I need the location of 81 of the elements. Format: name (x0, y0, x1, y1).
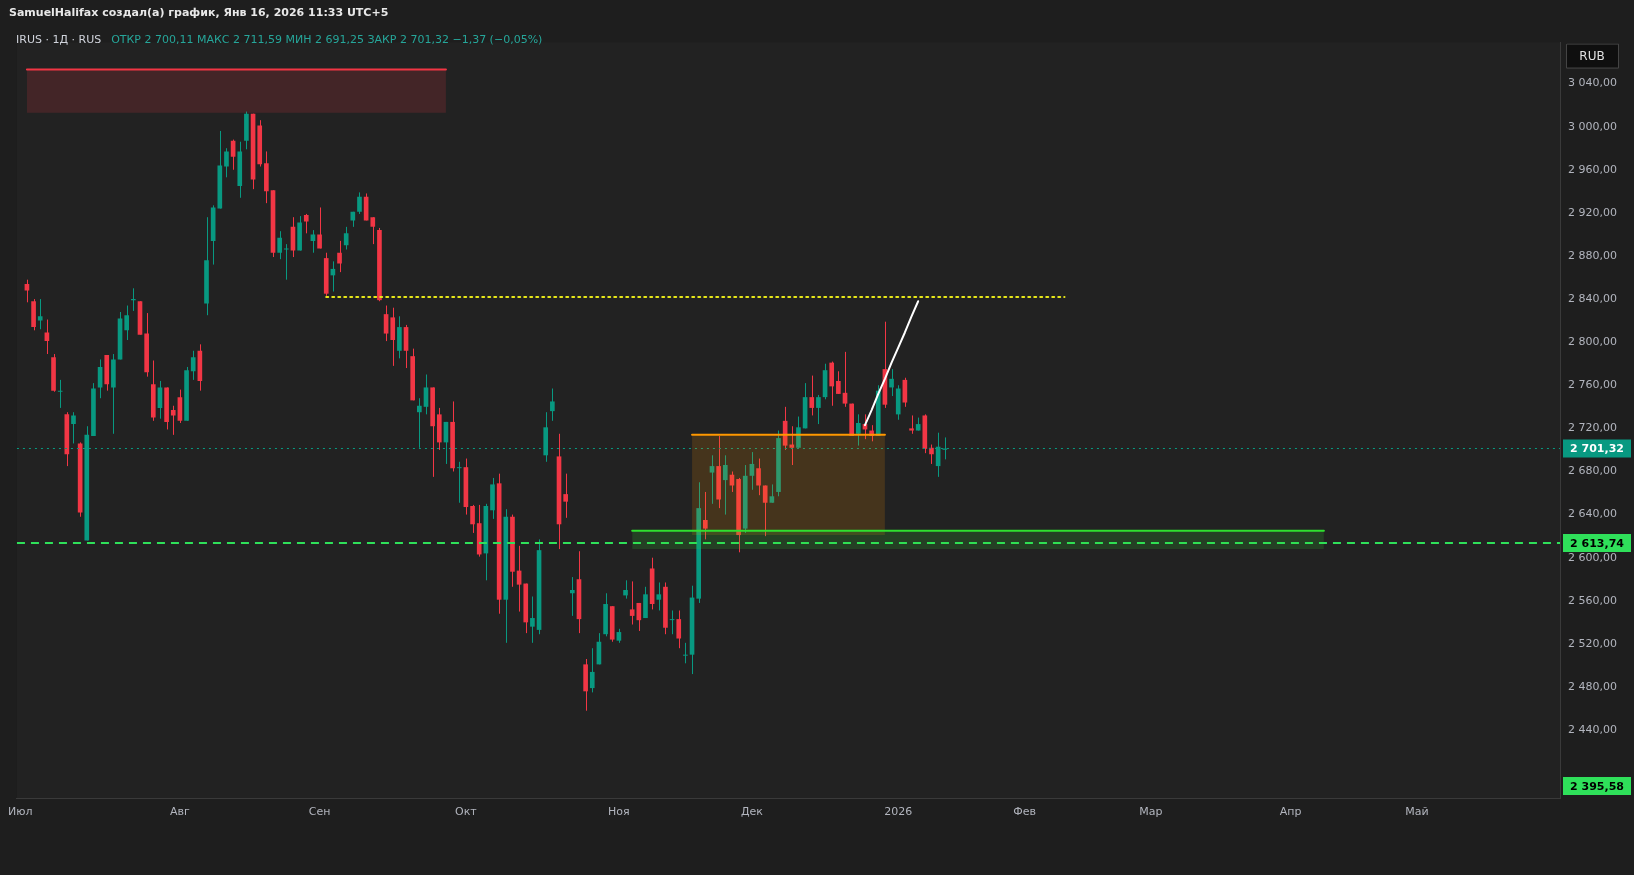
x-tick-label: Сен (308, 805, 331, 819)
x-tick-label: Окт (455, 805, 478, 819)
candlestick (809, 375, 815, 416)
chart-subtitle: SamuelHalifax создал(а) график, Янв 16, 2026 11:33 UTC+5 (9, 6, 389, 19)
candlestick (71, 411, 76, 444)
y-tick-label: 2 520,00 (1568, 636, 1617, 650)
y-tick-label: 3 040,00 (1568, 76, 1617, 90)
candlestick (703, 491, 708, 540)
candlestick (37, 298, 43, 330)
candlestick (337, 240, 342, 273)
candlestick (563, 473, 568, 519)
candlestick (550, 388, 555, 422)
y-tick-label: 3 000,00 (1568, 119, 1617, 133)
y-tick-label: 2 600,00 (1568, 550, 1617, 564)
candlestick (683, 642, 688, 664)
candlestick (709, 454, 715, 505)
candlestick (656, 581, 662, 611)
candlestick (390, 307, 396, 367)
y-tick-label: 2 680,00 (1568, 464, 1617, 478)
x-tick-label: Апр (1279, 805, 1302, 819)
x-tick-label: Дек (740, 805, 764, 819)
candlestick (929, 444, 934, 465)
candlestick (303, 213, 309, 234)
y-tick-label: 2 640,00 (1568, 507, 1617, 521)
annotation: ОТКР 2 700,11 МАКС 2 711,59 МИН 2 691,25 ЗАКР 2 701,32 −1,37 (−0,05%) (111, 33, 543, 46)
candlestick (317, 206, 322, 249)
candlestick (816, 394, 821, 425)
x-tick-label: 2026 (884, 805, 913, 819)
y-tick-label: 2 840,00 (1568, 291, 1617, 305)
x-tick-label: Июл (8, 805, 33, 819)
candlestick (589, 647, 595, 693)
y-tick-label: 2 560,00 (1568, 593, 1617, 607)
candlestick (170, 405, 176, 436)
candlestick (343, 226, 349, 250)
candlestick (44, 319, 50, 355)
x-tick-label: Фев (1013, 805, 1036, 819)
candlestick (277, 230, 282, 260)
candlestick (131, 287, 136, 312)
candlestick (530, 595, 535, 644)
candlestick (756, 458, 761, 496)
candlestick (789, 425, 795, 466)
candlestick (224, 147, 229, 178)
y-tick-label: 2 800,00 (1568, 335, 1617, 349)
y-tick-label: 2 760,00 (1568, 378, 1617, 392)
y-tick-label: 2 960,00 (1568, 162, 1617, 176)
candlestick (370, 216, 376, 245)
candlestick (470, 504, 475, 534)
y-tick-label: 2 480,00 (1568, 679, 1617, 693)
candlestick (57, 379, 63, 409)
candlestick (190, 350, 196, 381)
chart-title: IRUS · 1Д · RUS (16, 33, 102, 46)
candlestick (909, 414, 914, 435)
candlestick (124, 305, 130, 341)
ref-line-label: 2 701,32 (1570, 442, 1624, 456)
text: 2 395,58 (1570, 779, 1624, 793)
candlestick (676, 610, 682, 649)
candlestick (569, 576, 575, 617)
candlestick (762, 485, 768, 537)
x-tick-label: Май (1405, 805, 1429, 819)
x-tick-label: Ноя (608, 805, 630, 819)
y-tick-label: 2 880,00 (1568, 248, 1617, 262)
candlestick (836, 370, 841, 395)
y-tick-label: 2 440,00 (1568, 722, 1617, 736)
candlestick (889, 368, 894, 397)
candlestick (310, 229, 316, 254)
candlestick (283, 243, 289, 281)
ref-line-label: 2 613,74 (1570, 536, 1625, 550)
candlestick (357, 191, 362, 215)
candlestick (397, 315, 402, 359)
candlestick (456, 461, 462, 504)
y-tick-label: 2 920,00 (1568, 205, 1617, 219)
candlestick (722, 454, 728, 516)
x-tick-label: Авг (170, 805, 191, 819)
candlestick (643, 586, 648, 619)
y-tick-label: 2 720,00 (1568, 421, 1617, 435)
candlestick (829, 361, 835, 407)
candlestick (855, 413, 861, 447)
candlestick (769, 483, 775, 504)
candlestick (623, 579, 628, 600)
y-axis-title: RUB (1579, 48, 1605, 63)
x-tick-label: Мар (1139, 805, 1163, 819)
